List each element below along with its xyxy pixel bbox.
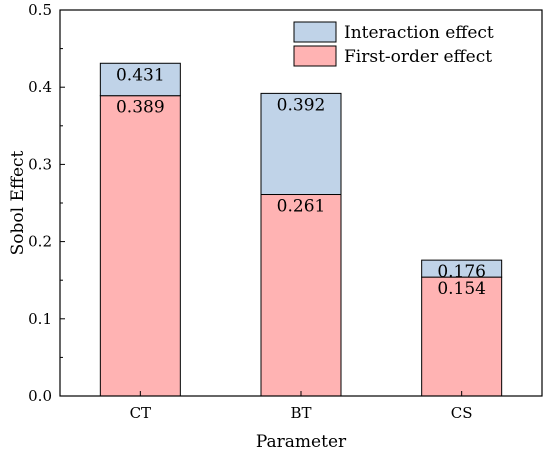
y-tick-label: 0.2 xyxy=(28,233,52,251)
bar-bt-interaction xyxy=(260,92,342,196)
y-tick-label: 0.5 xyxy=(28,1,52,19)
y-tick-label: 0.1 xyxy=(28,310,52,328)
data-label-total: 0.176 xyxy=(437,262,486,282)
data-label-total: 0.431 xyxy=(116,65,165,85)
legend-label-interaction: Interaction effect xyxy=(344,23,494,43)
x-tick-label: BT xyxy=(290,404,311,422)
data-label-first-order: 0.389 xyxy=(116,98,165,118)
bar-ct-first-order xyxy=(99,95,181,397)
y-tick-label: 0.0 xyxy=(28,387,52,405)
y-tick-label: 0.3 xyxy=(28,155,52,173)
bar-ct-interaction xyxy=(99,62,181,97)
data-label-first-order: 0.154 xyxy=(437,279,486,299)
x-tick-label: CS xyxy=(451,404,473,422)
legend-label-first-order: First-order effect xyxy=(344,47,492,67)
bar-bt-first-order xyxy=(260,194,342,397)
x-tick-label: CT xyxy=(130,404,151,422)
data-label-total: 0.392 xyxy=(277,95,326,115)
data-label-first-order: 0.261 xyxy=(277,197,326,217)
legend-swatch-interaction xyxy=(293,21,337,43)
legend-swatch-first-order xyxy=(293,45,337,67)
bar-cs-interaction xyxy=(421,259,503,278)
x-axis-title: Parameter xyxy=(256,432,347,452)
y-axis-title: Sobol Effect xyxy=(8,150,28,255)
y-tick-label: 0.4 xyxy=(28,78,52,96)
